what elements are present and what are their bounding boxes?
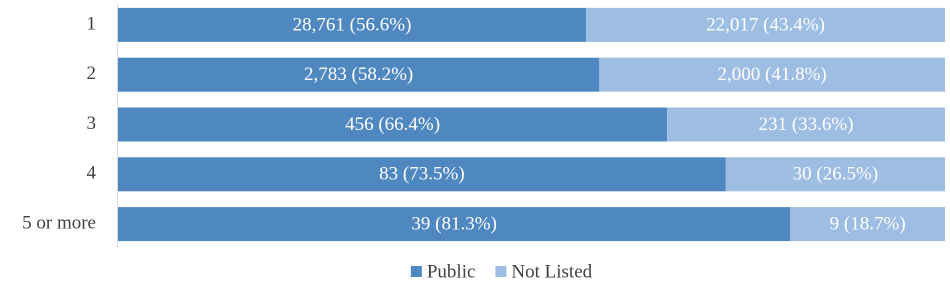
y-tick-label: 3 [87,113,97,134]
data-label: 231 (33.6%) [759,114,854,135]
bar-segment [586,7,945,42]
data-label: 9 (18.7%) [830,213,906,234]
bar-segment [599,57,945,92]
y-tick-label: 5 or more [22,212,96,233]
y-tick-label: 2 [87,63,97,84]
data-label: 28,761 (56.6%) [293,14,412,35]
bar-segment [118,7,587,42]
legend-swatch [495,266,507,277]
data-label: 30 (26.5%) [793,164,878,185]
data-label: 39 (81.3%) [411,213,496,234]
data-label: 2,783 (58.2%) [304,64,413,85]
data-label: 83 (73.5%) [379,164,464,185]
bar-segment [118,57,600,92]
bar-segment [667,107,945,142]
bar-segment [118,107,668,142]
bar-segment [118,157,726,192]
data-label: 22,017 (43.4%) [706,14,825,35]
data-label: 2,000 (41.8%) [718,64,827,85]
data-label: 456 (66.4%) [345,114,440,135]
y-tick-label: 1 [87,13,97,34]
legend-label: Public [427,261,476,282]
legend-swatch [410,266,422,277]
bar-segment [725,157,945,192]
legend-label: Not Listed [511,261,592,282]
bar-segment [118,207,791,242]
y-tick-label: 4 [87,163,97,184]
bar-segment [790,207,945,242]
